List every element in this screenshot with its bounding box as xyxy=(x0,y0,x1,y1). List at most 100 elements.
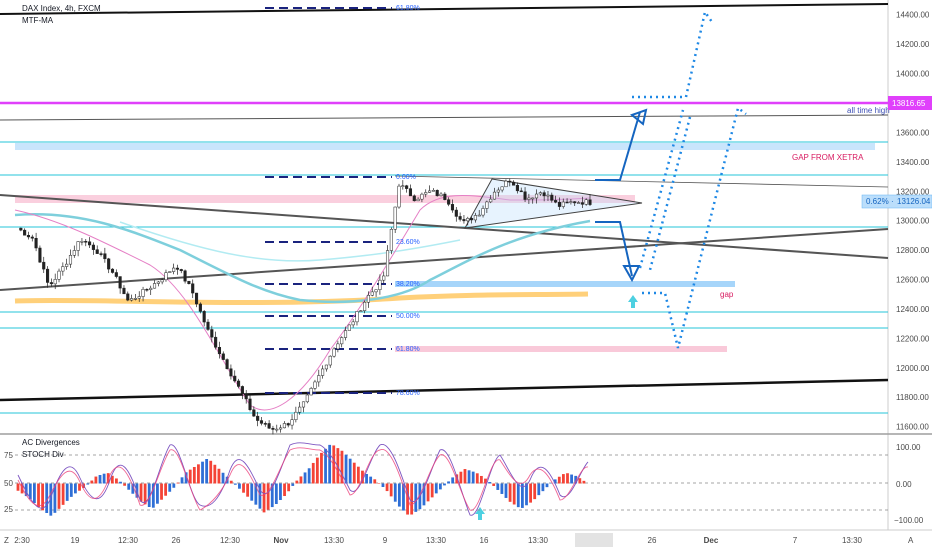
candle xyxy=(393,206,397,230)
corner-left-z[interactable]: Z xyxy=(4,536,9,545)
bear-arrow-path xyxy=(595,221,633,277)
resistance-zone xyxy=(15,195,635,203)
candle xyxy=(374,289,378,293)
corner-right-a[interactable]: A xyxy=(908,536,914,545)
candle xyxy=(492,191,497,200)
osc-bar xyxy=(467,470,471,484)
time-tick-label: 26 xyxy=(172,536,181,545)
osc-bar xyxy=(451,477,455,484)
osc-bar xyxy=(192,466,196,484)
candle xyxy=(286,423,290,426)
price-tick-label: 13600.00 xyxy=(896,128,930,137)
osc-bar xyxy=(94,476,98,484)
candle xyxy=(485,201,489,209)
top-black-trendline xyxy=(0,3,889,15)
osc-bar xyxy=(541,483,545,492)
candle xyxy=(137,296,141,299)
osc-bar xyxy=(151,483,155,508)
triangle-top-trendline xyxy=(394,175,889,188)
candle xyxy=(397,185,401,208)
candle xyxy=(424,192,428,195)
fib-label-618: 61.80% xyxy=(396,346,420,353)
osc-bar xyxy=(479,475,483,484)
osc-bar xyxy=(74,483,77,494)
osc-bar xyxy=(65,483,69,501)
candle xyxy=(481,208,485,216)
candle xyxy=(420,193,424,200)
candle xyxy=(489,198,493,203)
osc-bar xyxy=(373,479,377,484)
candle xyxy=(198,303,202,312)
price-tick-label: 13200.00 xyxy=(896,187,930,196)
candle xyxy=(152,283,157,289)
bottom-black-trendline xyxy=(0,378,889,402)
price-tick-label: 14200.00 xyxy=(896,40,930,49)
candle xyxy=(550,194,554,201)
candle xyxy=(298,406,302,413)
osc-left-25: 25 xyxy=(4,505,13,514)
osc-bar xyxy=(582,480,586,484)
candle xyxy=(72,250,76,256)
osc-bar xyxy=(49,483,53,516)
candle xyxy=(206,321,210,330)
candle xyxy=(336,343,340,350)
bull-arrowhead xyxy=(629,108,648,126)
osc-bar xyxy=(578,478,582,484)
osc-bar xyxy=(496,483,500,490)
candle xyxy=(53,279,57,285)
osc-bar xyxy=(520,483,524,508)
osc-bar xyxy=(311,462,315,484)
time-tick-label: Dec xyxy=(704,536,719,545)
candle xyxy=(221,353,225,360)
osc-bar xyxy=(303,472,307,484)
candle xyxy=(275,428,279,431)
candle xyxy=(324,364,328,370)
osc-bar xyxy=(385,483,389,492)
candle xyxy=(428,190,432,193)
candle xyxy=(110,268,115,273)
osc-bar xyxy=(557,476,561,484)
ma-teal-light xyxy=(119,221,461,262)
candle xyxy=(214,336,218,348)
candle xyxy=(462,219,466,222)
time-axis[interactable]: 2:30 19 12:30 26 12:30 Nov 13:30 9 13:30 16 13:30 2… xyxy=(14,536,862,545)
candle xyxy=(202,311,206,323)
price-tick-label: 14000.00 xyxy=(896,70,930,79)
osc-bar xyxy=(184,472,188,484)
symbol-title: DAX Index, 4h, FXCM xyxy=(22,4,101,13)
osc-bar xyxy=(283,483,286,497)
osc-bar xyxy=(246,483,250,497)
osc-bar xyxy=(205,459,209,484)
price-tick-label: 14400.00 xyxy=(896,11,930,20)
triangle-pattern xyxy=(464,178,643,229)
candle xyxy=(554,200,558,203)
cyan-up-arrow xyxy=(628,295,638,308)
candle xyxy=(351,321,355,326)
fib-label-50: 50.00% xyxy=(396,313,420,320)
osc-bar xyxy=(279,483,282,501)
candle xyxy=(343,330,348,338)
osc-bar xyxy=(119,481,122,484)
candle xyxy=(561,201,565,207)
candle xyxy=(359,310,363,312)
candle xyxy=(385,250,390,277)
osc-bar xyxy=(287,483,291,492)
candle xyxy=(515,185,519,192)
osc-bar xyxy=(393,483,397,502)
price-tick-label: 12000.00 xyxy=(896,364,930,373)
candle xyxy=(61,266,65,272)
price-tick-label: 12200.00 xyxy=(896,334,930,343)
osc-bar xyxy=(459,471,463,484)
time-tick-label: 12:30 xyxy=(220,536,241,545)
osc-bar xyxy=(127,483,131,490)
candle xyxy=(145,289,149,291)
price-tick-label: 12400.00 xyxy=(896,305,930,314)
candle xyxy=(95,249,99,254)
price-axis[interactable]: 14400.0014200.0014000.0013800.0013600.00… xyxy=(896,11,930,432)
cyan-up-arrow-osc xyxy=(475,507,485,520)
candle xyxy=(267,423,271,429)
time-tick-label: 9 xyxy=(383,536,388,545)
candle xyxy=(454,209,458,217)
candle xyxy=(512,181,516,186)
